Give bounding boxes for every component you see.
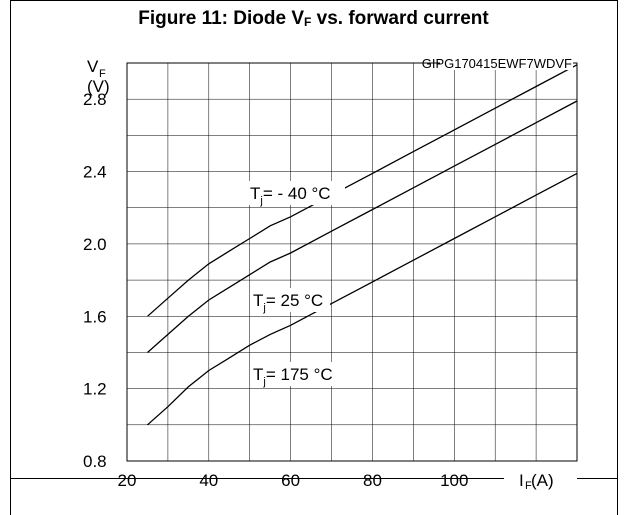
y-tick-label: 2.8 (83, 90, 107, 109)
curve-label-rest: = 175 °C (266, 365, 333, 384)
curve-label: Tj= - 40 °C (248, 181, 345, 207)
series-line (147, 100, 578, 353)
figure-title: Figure 11: Diode VF vs. forward current (10, 8, 617, 30)
y-axis-label: V F (V) (87, 57, 110, 96)
series-lines (147, 64, 578, 426)
curve-label: Tj= 25 °C (251, 288, 330, 314)
plot-frame (126, 62, 578, 462)
grid-lines (127, 63, 577, 461)
frame-top-border (10, 0, 617, 1)
x-tick-label: 20 (118, 471, 137, 490)
y-axis-unit: (V) (87, 77, 110, 96)
curve-label-bg (251, 288, 330, 312)
x-axis-symbol: I (519, 471, 524, 490)
x-axis-unit: (A) (531, 471, 554, 490)
curve-label-subscript: j (262, 376, 265, 388)
curve-label-subscript: j (262, 302, 265, 314)
y-tick-label: 2.0 (83, 235, 107, 254)
curve-label-subscript: j (259, 195, 262, 207)
title-rest: vs. forward current (311, 8, 489, 29)
tick-labels: 0.8 1.2 1.6 2.0 2.4 2.8 20 40 60 80 100 (83, 90, 468, 490)
x-tick-label: 80 (363, 471, 382, 490)
curve-label-bg (248, 181, 345, 205)
curve-label: Tj= 175 °C (251, 362, 339, 388)
curve-label-text: Tj= 175 °C (253, 365, 333, 388)
series-line (147, 172, 578, 426)
y-tick-label: 1.6 (83, 307, 107, 326)
x-label-bg (504, 464, 577, 492)
y-tick-label: 1.2 (83, 380, 107, 399)
curve-label-rest: = - 40 °C (263, 184, 331, 203)
x-axis-label: I F (A) (519, 471, 554, 492)
curve-label-text: Tj= 25 °C (253, 291, 323, 314)
x-axis-subscript: F (525, 480, 532, 492)
code-label-bg (440, 55, 573, 70)
curve-label-bg (251, 362, 339, 386)
title-main: Figure 11: Diode V (138, 8, 305, 29)
x-tick-label: 100 (440, 471, 468, 490)
curve-label-text: Tj= - 40 °C (250, 184, 331, 207)
title-subscript: F (304, 15, 312, 29)
curve-labels: Tj= - 40 °C Tj= 25 °C Tj= 175 °C (248, 181, 345, 388)
curve-label-rest: = 25 °C (266, 291, 323, 310)
y-tick-label: 2.4 (83, 163, 107, 182)
y-axis-subscript: F (99, 68, 106, 80)
x-tick-label: 40 (199, 471, 218, 490)
frame-bottom-border (10, 478, 617, 479)
y-axis-symbol: V (87, 57, 99, 76)
frame-left-border (10, 0, 11, 515)
y-tick-label: 0.8 (83, 452, 107, 471)
series-line (147, 64, 578, 317)
frame-right-border (617, 0, 618, 515)
figure-code: GIPG170415EWF7WDVF (422, 56, 572, 71)
x-tick-label: 60 (281, 471, 300, 490)
